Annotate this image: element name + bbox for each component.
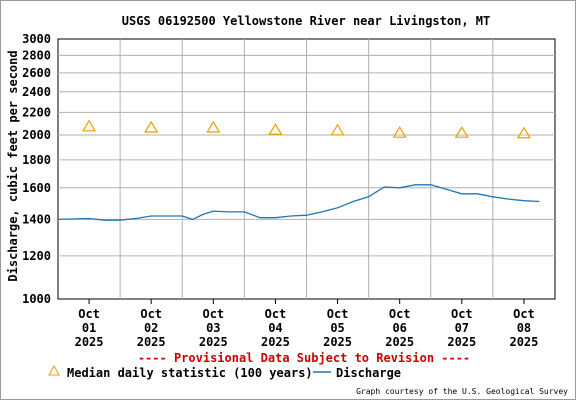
x-tick-label: Oct 06 2025 bbox=[385, 307, 414, 349]
y-axis-ticks: 1000 1200 1400 1600 1800 2000 2200 2400 2600 2800… bbox=[22, 32, 51, 306]
y-tick-label: 1800 bbox=[22, 153, 51, 167]
median-marker bbox=[392, 126, 407, 138]
provisional-notice: ---- Provisional Data Subject to Revisio… bbox=[138, 351, 470, 365]
grid-lines bbox=[58, 39, 555, 299]
median-marker bbox=[330, 123, 345, 136]
median-marker bbox=[516, 126, 531, 139]
median-marker bbox=[82, 119, 97, 132]
x-tick-label: Oct 01 2025 bbox=[75, 307, 104, 349]
median-marker bbox=[268, 123, 283, 135]
median-marker bbox=[454, 126, 469, 138]
y-tick-label: 2000 bbox=[22, 128, 51, 142]
x-tick-label: Oct 08 2025 bbox=[509, 307, 538, 349]
credit-text: Graph courtesy of the U.S. Geological Su… bbox=[356, 387, 568, 396]
discharge-line bbox=[57, 184, 540, 221]
y-axis-label: Discharge, cubic feet per second bbox=[6, 50, 20, 281]
x-tick-label: Oct 03 2025 bbox=[199, 307, 228, 349]
x-tick-label: Oct 04 2025 bbox=[261, 307, 290, 349]
y-tick-label: 1200 bbox=[22, 249, 51, 263]
x-tick-label: Oct 05 2025 bbox=[323, 307, 352, 349]
x-axis-ticks: Oct 01 2025 Oct 02 2025 Oct 03 2025 Oct 04 2025 Oct 0… bbox=[75, 299, 538, 349]
legend-median-label: Median daily statistic (100 years) bbox=[67, 366, 313, 380]
legend-discharge-label: Discharge bbox=[336, 366, 401, 380]
chart-title: USGS 06192500 Yellowstone River near Liv… bbox=[122, 14, 490, 28]
legend-median-triangle-icon bbox=[48, 364, 60, 376]
x-tick-label: Oct 02 2025 bbox=[137, 307, 166, 349]
legend: Median daily statistic (100 years) Disch… bbox=[48, 364, 401, 380]
series-layer bbox=[57, 119, 540, 221]
y-tick-label: 2400 bbox=[22, 85, 51, 99]
y-tick-label: 1400 bbox=[22, 212, 51, 226]
median-marker bbox=[144, 120, 159, 133]
median-marker bbox=[206, 120, 221, 133]
y-tick-label: 1600 bbox=[22, 181, 51, 195]
y-tick-label: 3000 bbox=[22, 32, 51, 46]
x-tick-label: Oct 07 2025 bbox=[447, 307, 476, 349]
y-tick-label: 2200 bbox=[22, 105, 51, 119]
y-tick-label: 1000 bbox=[22, 292, 51, 306]
y-tick-label: 2600 bbox=[22, 66, 51, 80]
y-tick-label: 2800 bbox=[22, 48, 51, 62]
